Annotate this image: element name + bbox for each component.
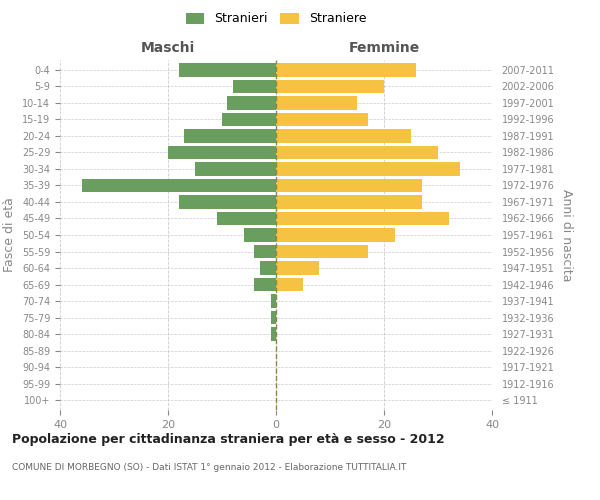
Bar: [276, 278, 303, 291]
Bar: [276, 162, 460, 175]
Bar: [244, 228, 276, 241]
Bar: [254, 278, 276, 291]
Bar: [227, 96, 276, 110]
Text: Femmine: Femmine: [349, 41, 419, 55]
Y-axis label: Fasce di età: Fasce di età: [4, 198, 16, 272]
Bar: [276, 146, 438, 159]
Legend: Stranieri, Straniere: Stranieri, Straniere: [182, 8, 370, 29]
Bar: [276, 212, 449, 225]
Text: Popolazione per cittadinanza straniera per età e sesso - 2012: Popolazione per cittadinanza straniera p…: [12, 432, 445, 446]
Bar: [271, 311, 276, 324]
Bar: [276, 64, 416, 76]
Bar: [168, 146, 276, 159]
Bar: [195, 162, 276, 175]
Bar: [276, 130, 411, 142]
Bar: [233, 80, 276, 93]
Bar: [254, 245, 276, 258]
Y-axis label: Anni di nascita: Anni di nascita: [560, 188, 573, 281]
Bar: [276, 113, 368, 126]
Bar: [82, 179, 276, 192]
Bar: [271, 294, 276, 308]
Bar: [217, 212, 276, 225]
Bar: [276, 196, 422, 208]
Bar: [276, 228, 395, 241]
Bar: [276, 245, 368, 258]
Text: COMUNE DI MORBEGNO (SO) - Dati ISTAT 1° gennaio 2012 - Elaborazione TUTTITALIA.I: COMUNE DI MORBEGNO (SO) - Dati ISTAT 1° …: [12, 462, 406, 471]
Bar: [276, 262, 319, 274]
Bar: [184, 130, 276, 142]
Bar: [276, 179, 422, 192]
Bar: [222, 113, 276, 126]
Text: Maschi: Maschi: [141, 41, 195, 55]
Bar: [276, 80, 384, 93]
Bar: [276, 96, 357, 110]
Bar: [271, 328, 276, 340]
Bar: [260, 262, 276, 274]
Bar: [179, 64, 276, 76]
Bar: [179, 196, 276, 208]
